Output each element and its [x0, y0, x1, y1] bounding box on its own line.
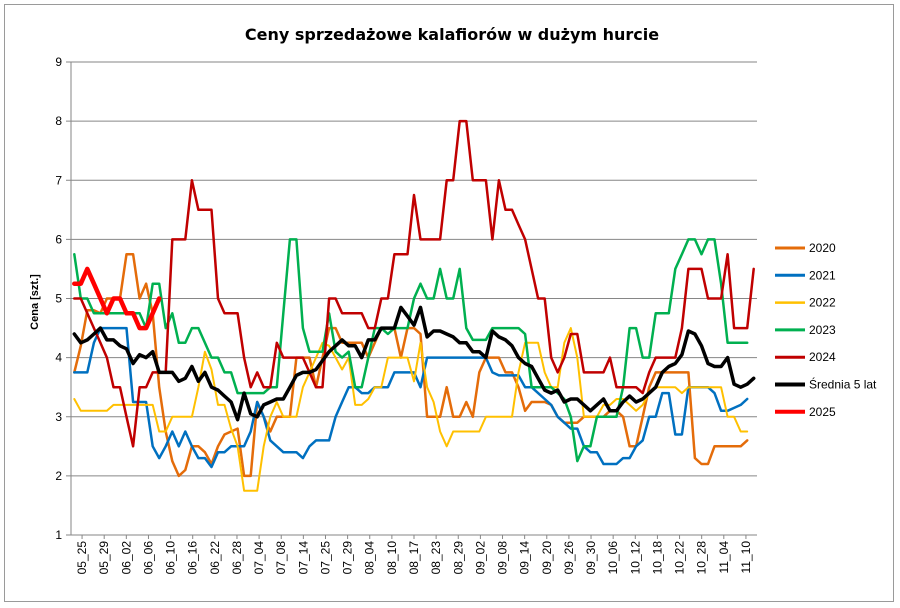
x-tick-label-09_02: 09_02 — [473, 541, 487, 575]
x-tick-label-06_22: 06_22 — [208, 541, 222, 575]
x-tick-label-07_29: 07_29 — [341, 541, 355, 575]
series-line-2024 — [73, 119, 755, 448]
x-tick-label-06_02: 06_02 — [119, 541, 133, 575]
x-tick-label-10_12: 10_12 — [628, 541, 642, 575]
series-line-2025 — [72, 266, 162, 331]
legend-label-2022: 2022 — [809, 296, 836, 310]
x-tick-label-08_04: 08_04 — [363, 541, 377, 575]
x-tick-label-09_14: 09_14 — [518, 541, 532, 575]
legend-label-2021: 2021 — [809, 268, 836, 282]
y-tick-label-4: 4 — [55, 351, 62, 365]
series-lines — [72, 119, 756, 492]
series-line-2020 — [73, 252, 749, 478]
y-tick-label-6: 6 — [55, 232, 62, 246]
legend-label-2025: 2025 — [809, 405, 836, 419]
legend: 2020 2021 2022 2023 2024 Średnia 5 lat 2025 — [775, 241, 877, 419]
chart-canvas: Ceny sprzedażowe kalafiorów w dużym hurc… — [29, 25, 877, 575]
y-tick-label-5: 5 — [55, 292, 62, 306]
y-tick-label-7: 7 — [55, 173, 62, 187]
x-tick-label-11_10: 11_10 — [739, 541, 753, 574]
x-tick-label-05_29: 05_29 — [97, 541, 111, 575]
y-tick-label-3: 3 — [55, 410, 62, 424]
legend-label-2020: 2020 — [809, 241, 836, 255]
x-tick-label-07_14: 07_14 — [296, 541, 310, 575]
y-axis-ticks: 1 2 3 4 5 6 7 8 9 — [55, 55, 62, 542]
x-axis-ticks: 05_25 05_29 06_02 06_06 06_10 06_16 06_22 06_28… — [75, 541, 753, 575]
y-axis-label: Cena [szt.] — [29, 274, 41, 330]
series-line--rednia-5-lat — [72, 305, 756, 422]
x-tick-label-08_17: 08_17 — [407, 541, 421, 575]
axes — [66, 61, 757, 539]
series-line-2022 — [73, 327, 749, 492]
x-tick-label-07_25: 07_25 — [318, 541, 332, 575]
x-tick-label-09_08: 09_08 — [496, 541, 510, 575]
legend-label--rednia-5-lat: Średnia 5 lat — [809, 377, 877, 392]
legend-label-2023: 2023 — [809, 323, 836, 337]
chart-title: Ceny sprzedażowe kalafiorów w dużym hurc… — [245, 25, 659, 44]
x-tick-label-08_10: 08_10 — [385, 541, 399, 575]
x-tick-label-09_30: 09_30 — [584, 541, 598, 575]
x-tick-label-10_06: 10_06 — [606, 541, 620, 575]
y-tick-label-8: 8 — [55, 114, 62, 128]
x-tick-label-06_06: 06_06 — [141, 541, 155, 575]
x-tick-label-09_20: 09_20 — [540, 541, 554, 575]
x-tick-label-06_28: 06_28 — [230, 541, 244, 575]
x-tick-label-10_28: 10_28 — [695, 541, 709, 575]
series-line-2023 — [73, 238, 749, 463]
chart-frame: Ceny sprzedażowe kalafiorów w dużym hurc… — [4, 4, 894, 602]
grid-lines — [71, 61, 757, 477]
y-tick-label-9: 9 — [55, 55, 62, 69]
x-tick-label-10_22: 10_22 — [673, 541, 687, 575]
x-tick-label-06_10: 06_10 — [164, 541, 178, 575]
x-tick-label-07_08: 07_08 — [274, 541, 288, 575]
x-tick-label-11_04: 11_04 — [717, 541, 731, 574]
x-tick-label-06_16: 06_16 — [186, 541, 200, 575]
legend-label-2024: 2024 — [809, 350, 836, 364]
x-tick-label-07_04: 07_04 — [252, 541, 266, 575]
x-tick-label-08_23: 08_23 — [429, 541, 443, 575]
x-tick-label-10_18: 10_18 — [650, 541, 664, 575]
x-tick-label-08_29: 08_29 — [451, 541, 465, 575]
x-tick-label-09_26: 09_26 — [562, 541, 576, 575]
y-tick-label-2: 2 — [55, 469, 62, 483]
x-tick-label-05_25: 05_25 — [75, 541, 89, 575]
y-tick-label-1: 1 — [55, 528, 62, 542]
